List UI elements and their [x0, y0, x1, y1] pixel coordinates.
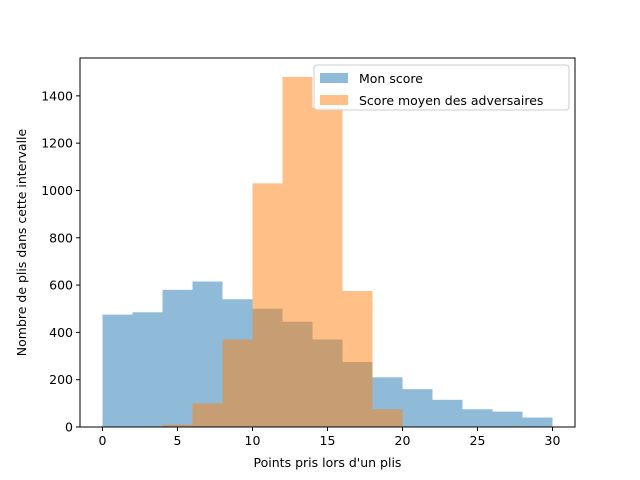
- x-tick-label: 10: [245, 433, 261, 448]
- x-axis-ticks: 0 5 10 15 20 25 30: [99, 427, 561, 448]
- series-2-bars: [162, 76, 403, 427]
- bar-series-1-bin-2: [162, 289, 193, 427]
- x-tick-label: 30: [545, 433, 561, 448]
- y-tick-label: 200: [49, 372, 73, 387]
- legend-swatch-1: [320, 73, 348, 83]
- legend-entry-1: Mon score: [359, 71, 423, 86]
- bar-series-1-bin-10: [402, 389, 433, 427]
- legend-box: [313, 64, 570, 111]
- y-tick-label: 1400: [41, 88, 73, 103]
- x-tick-label: 15: [320, 433, 336, 448]
- bar-series-2-bin-2: [162, 424, 193, 427]
- x-axis-label: Points pris lors d'un plis: [254, 455, 402, 470]
- y-tick-label: 1000: [41, 183, 73, 198]
- histogram-bars: [102, 76, 553, 427]
- bar-series-2-bin-9: [372, 409, 403, 427]
- bar-series-2-bin-6: [282, 76, 313, 427]
- legend-entry-2: Score moyen des adversaires: [359, 93, 543, 108]
- bar-series-1-bin-14: [522, 417, 553, 427]
- x-tick-label: 20: [395, 433, 411, 448]
- y-tick-label: 800: [49, 230, 73, 245]
- bar-series-1-bin-11: [432, 399, 463, 427]
- y-axis-label: Nombre de plis dans cette intervalle: [14, 128, 29, 356]
- y-tick-label: 600: [49, 278, 73, 293]
- y-axis-ticks: 0 200 400 600 800 1000 1200 1400: [41, 88, 80, 435]
- bar-series-1-bin-12: [462, 409, 493, 427]
- x-tick-label: 5: [174, 433, 182, 448]
- bar-series-1-bin-3: [192, 281, 223, 427]
- y-tick-label: 0: [65, 420, 73, 435]
- bar-series-2-bin-5: [252, 183, 283, 427]
- x-tick-label: 0: [99, 433, 107, 448]
- bar-series-2-bin-7: [312, 107, 343, 427]
- y-tick-label: 1200: [41, 136, 73, 151]
- bar-series-1-bin-0: [102, 314, 133, 427]
- x-tick-label: 25: [470, 433, 486, 448]
- bar-series-2-bin-8: [342, 290, 373, 427]
- legend-swatch-2: [320, 95, 348, 105]
- bar-series-1-bin-13: [492, 411, 523, 427]
- bar-series-1-bin-1: [132, 312, 163, 427]
- legend: Mon score Score moyen des adversaires: [313, 64, 570, 111]
- bar-series-2-bin-4: [222, 339, 253, 427]
- bar-series-2-bin-3: [192, 403, 223, 427]
- y-tick-label: 400: [49, 325, 73, 340]
